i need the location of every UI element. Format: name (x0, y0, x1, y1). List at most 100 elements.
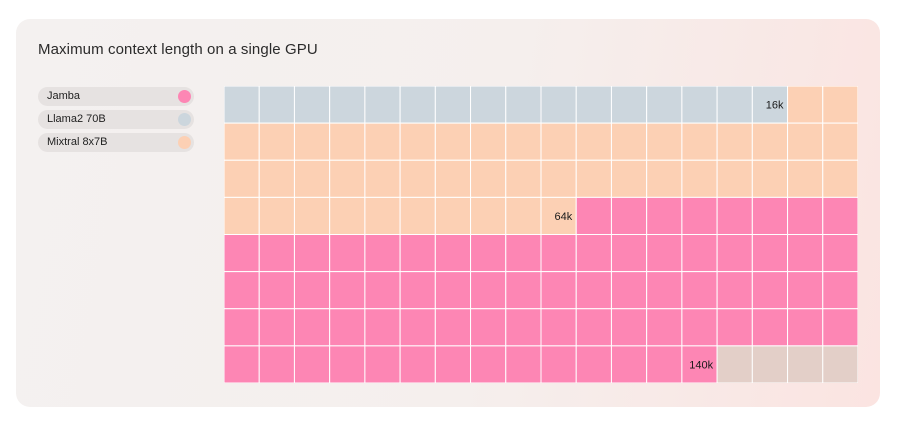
waffle-cell (681, 271, 718, 310)
waffle-cell (399, 122, 436, 161)
waffle-cell (364, 234, 401, 273)
waffle-cell (434, 271, 472, 310)
waffle-cell (646, 122, 683, 161)
waffle-cell (787, 271, 824, 310)
waffle-cell (751, 234, 789, 273)
waffle-cell (751, 345, 789, 383)
waffle-cell (540, 271, 577, 310)
waffle-cell (434, 86, 472, 124)
chart-title: Maximum context length on a single GPU (38, 41, 318, 58)
waffle-cell (434, 159, 472, 198)
waffle-cell (822, 86, 858, 124)
waffle-cell (575, 271, 612, 310)
waffle-cell (787, 308, 824, 347)
waffle-cell (470, 86, 507, 124)
waffle-cell (822, 234, 858, 273)
waffle-cell (681, 122, 718, 161)
waffle-cell (364, 308, 401, 347)
waffle-cell (329, 86, 366, 124)
waffle-cell (716, 159, 753, 198)
waffle-cell (224, 271, 260, 310)
waffle-cell (646, 234, 683, 273)
waffle-cell (716, 86, 753, 124)
waffle-cell (258, 345, 295, 383)
series-value-label: 16k (766, 100, 784, 112)
chart-card: Maximum context length on a single GPU J… (16, 19, 880, 407)
waffle-cell (224, 234, 260, 273)
waffle-cell (716, 271, 753, 310)
waffle-cell (505, 345, 542, 383)
legend-item-llama2: Llama2 70B (38, 110, 194, 129)
waffle-svg: 16k 64k 140k (224, 86, 858, 383)
waffle-cell (822, 308, 858, 347)
waffle-cell (434, 308, 472, 347)
legend-label: Mixtral 8x7B (47, 136, 108, 148)
waffle-cell (258, 159, 295, 198)
waffle-cell (751, 122, 789, 161)
waffle-cell (787, 234, 824, 273)
waffle-cell (293, 271, 331, 310)
waffle-cell (258, 122, 295, 161)
waffle-cell (293, 159, 331, 198)
waffle-cell (434, 234, 472, 273)
legend-swatch (178, 136, 191, 149)
waffle-cell (470, 234, 507, 273)
waffle-cell (224, 345, 260, 383)
waffle-cell (293, 122, 331, 161)
waffle-cell (470, 196, 507, 235)
waffle-cell (681, 308, 718, 347)
waffle-cell (787, 86, 824, 124)
waffle-cell (434, 345, 472, 383)
waffle-cell (751, 308, 789, 347)
waffle-cell (716, 196, 753, 235)
waffle-cell (540, 308, 577, 347)
waffle-cell (399, 196, 436, 235)
waffle-cell (470, 308, 507, 347)
waffle-cell (575, 196, 612, 235)
legend-item-mixtral: Mixtral 8x7B (38, 133, 194, 152)
waffle-cell (505, 271, 542, 310)
waffle-cell (716, 308, 753, 347)
waffle-cell (470, 345, 507, 383)
waffle-cell (751, 196, 789, 235)
waffle-cell (329, 196, 366, 235)
waffle-cell (293, 196, 331, 235)
legend-label: Llama2 70B (47, 113, 106, 125)
legend: Jamba Llama2 70B Mixtral 8x7B (38, 87, 194, 156)
waffle-cell (646, 86, 683, 124)
waffle-cell (822, 345, 858, 383)
waffle-chart: 16k 64k 140k (224, 86, 858, 383)
waffle-cell (610, 159, 648, 198)
waffle-cell (329, 159, 366, 198)
waffle-cell (716, 122, 753, 161)
waffle-cell (540, 159, 577, 198)
waffle-cell (646, 159, 683, 198)
waffle-cell (610, 86, 648, 124)
waffle-cell (540, 122, 577, 161)
waffle-cell (610, 122, 648, 161)
waffle-cell (822, 271, 858, 310)
waffle-cell (258, 308, 295, 347)
waffle-cell (751, 159, 789, 198)
waffle-cell (681, 196, 718, 235)
waffle-cell (505, 196, 542, 235)
waffle-cell (646, 308, 683, 347)
waffle-cell (364, 271, 401, 310)
waffle-cell (822, 122, 858, 161)
waffle-cell (575, 234, 612, 273)
waffle-cell (364, 159, 401, 198)
waffle-cell (505, 234, 542, 273)
waffle-cell (364, 196, 401, 235)
waffle-cell (470, 271, 507, 310)
waffle-cell (224, 86, 260, 124)
legend-item-jamba: Jamba (38, 87, 194, 106)
waffle-cell (716, 345, 753, 383)
waffle-cell (646, 196, 683, 235)
waffle-cell (434, 196, 472, 235)
waffle-cell (610, 308, 648, 347)
waffle-cell (646, 345, 683, 383)
waffle-cell (610, 271, 648, 310)
waffle-cell (751, 271, 789, 310)
waffle-cell (329, 308, 366, 347)
waffle-cell (822, 159, 858, 198)
